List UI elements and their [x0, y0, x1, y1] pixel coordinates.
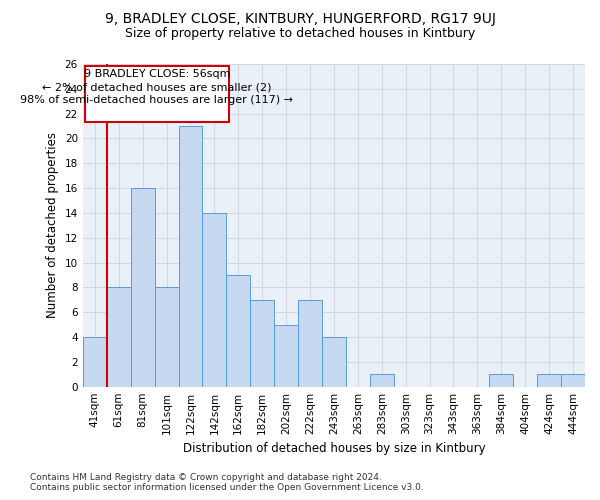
Text: 9 BRADLEY CLOSE: 56sqm
← 2% of detached houses are smaller (2)
98% of semi-detac: 9 BRADLEY CLOSE: 56sqm ← 2% of detached …: [20, 69, 293, 106]
Bar: [107, 288, 131, 386]
Text: 9, BRADLEY CLOSE, KINTBURY, HUNGERFORD, RG17 9UJ: 9, BRADLEY CLOSE, KINTBURY, HUNGERFORD, …: [104, 12, 496, 26]
Text: Contains HM Land Registry data © Crown copyright and database right 2024.
Contai: Contains HM Land Registry data © Crown c…: [30, 473, 424, 492]
Bar: [155, 288, 179, 386]
Bar: [490, 374, 513, 386]
Bar: [370, 374, 394, 386]
Bar: [131, 188, 155, 386]
Bar: [561, 374, 585, 386]
Bar: [226, 275, 250, 386]
Bar: [202, 213, 226, 386]
Y-axis label: Number of detached properties: Number of detached properties: [46, 132, 59, 318]
Bar: [83, 337, 107, 386]
FancyBboxPatch shape: [85, 66, 229, 122]
Bar: [274, 324, 298, 386]
Bar: [322, 337, 346, 386]
Text: Size of property relative to detached houses in Kintbury: Size of property relative to detached ho…: [125, 28, 475, 40]
X-axis label: Distribution of detached houses by size in Kintbury: Distribution of detached houses by size …: [182, 442, 485, 455]
Bar: [537, 374, 561, 386]
Bar: [250, 300, 274, 386]
Bar: [179, 126, 202, 386]
Bar: [298, 300, 322, 386]
